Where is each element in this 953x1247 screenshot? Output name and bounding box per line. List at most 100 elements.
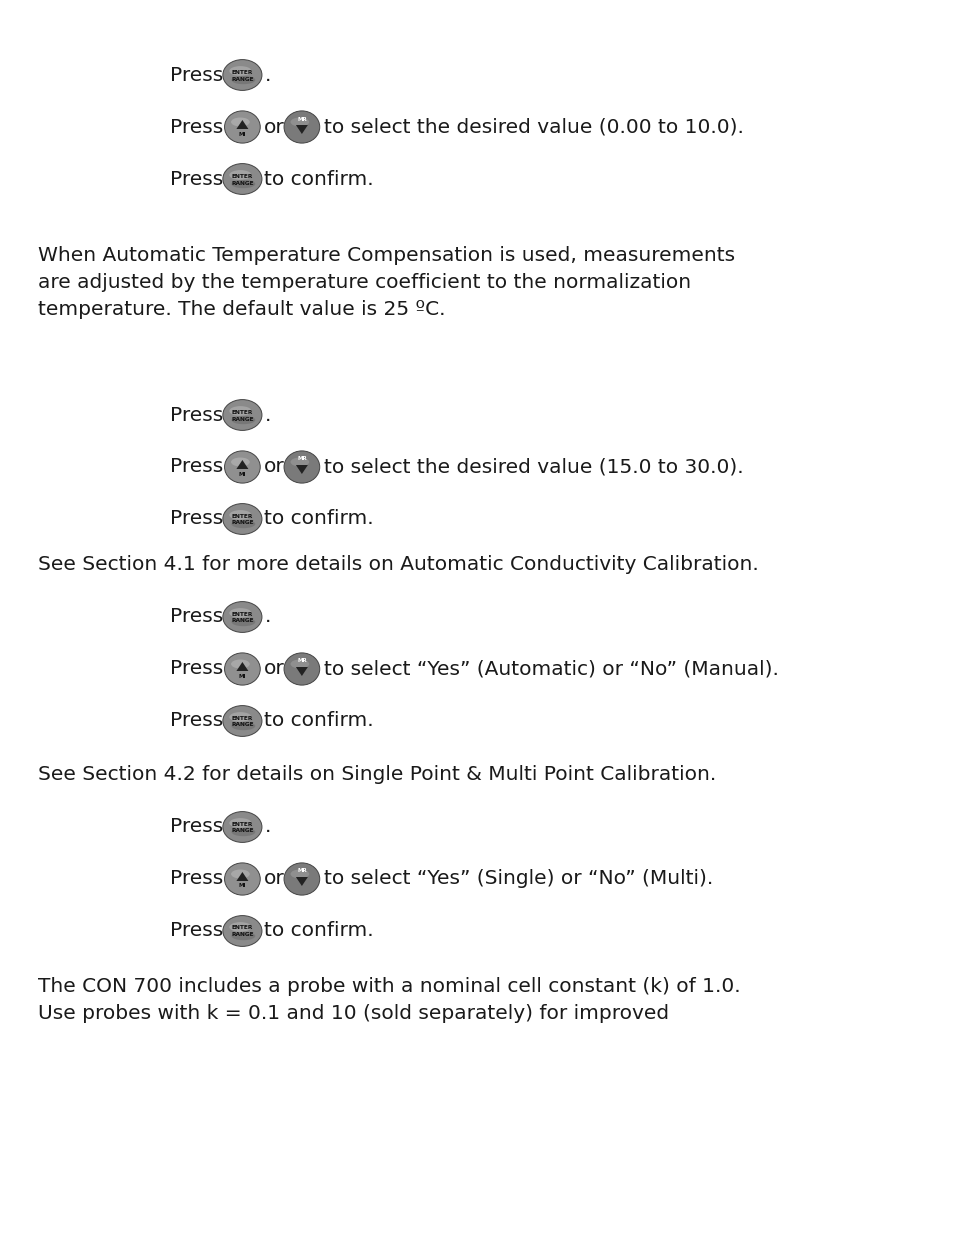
Text: MI: MI — [238, 131, 246, 136]
Ellipse shape — [223, 399, 262, 430]
Text: See Section 4.1 for more details on Automatic Conductivity Calibration.: See Section 4.1 for more details on Auto… — [38, 555, 758, 575]
Polygon shape — [236, 120, 248, 128]
Text: .: . — [264, 405, 271, 424]
Text: Press: Press — [170, 922, 223, 940]
Ellipse shape — [291, 869, 309, 878]
Text: RANGE: RANGE — [231, 933, 253, 938]
Ellipse shape — [229, 922, 252, 932]
Text: Use probes with k = 0.1 and 10 (sold separately) for improved: Use probes with k = 0.1 and 10 (sold sep… — [38, 1005, 668, 1024]
Text: to confirm.: to confirm. — [264, 922, 374, 940]
Text: RANGE: RANGE — [231, 181, 253, 186]
Text: RANGE: RANGE — [231, 828, 253, 833]
Ellipse shape — [224, 451, 260, 483]
Ellipse shape — [232, 617, 255, 626]
Ellipse shape — [231, 117, 250, 126]
Text: MI: MI — [238, 673, 246, 678]
Ellipse shape — [223, 60, 262, 90]
Polygon shape — [295, 877, 308, 887]
Ellipse shape — [232, 932, 255, 940]
Text: Press: Press — [170, 660, 223, 678]
Text: to confirm.: to confirm. — [264, 712, 374, 731]
Text: ENTER: ENTER — [232, 822, 253, 827]
Text: to confirm.: to confirm. — [264, 510, 374, 529]
Text: Press: Press — [170, 510, 223, 529]
Polygon shape — [295, 465, 308, 474]
Ellipse shape — [229, 510, 252, 520]
Ellipse shape — [224, 863, 260, 895]
Text: to select “Yes” (Automatic) or “No” (Manual).: to select “Yes” (Automatic) or “No” (Man… — [324, 660, 778, 678]
Ellipse shape — [229, 818, 252, 828]
Text: or: or — [263, 458, 284, 476]
Polygon shape — [236, 872, 248, 880]
Ellipse shape — [284, 653, 319, 685]
Text: ENTER: ENTER — [232, 70, 253, 75]
Ellipse shape — [223, 706, 262, 737]
Ellipse shape — [229, 407, 252, 416]
Ellipse shape — [232, 76, 255, 85]
Ellipse shape — [231, 458, 250, 466]
Text: Press: Press — [170, 458, 223, 476]
Text: Press: Press — [170, 712, 223, 731]
Text: ENTER: ENTER — [232, 611, 253, 616]
Ellipse shape — [229, 170, 252, 180]
Ellipse shape — [223, 812, 262, 843]
Text: .: . — [264, 818, 271, 837]
Ellipse shape — [284, 111, 319, 143]
Text: Press: Press — [170, 818, 223, 837]
Text: RANGE: RANGE — [231, 520, 253, 525]
Ellipse shape — [231, 660, 250, 668]
Text: The CON 700 includes a probe with a nominal cell constant (k) of 1.0.: The CON 700 includes a probe with a nomi… — [38, 978, 740, 996]
Text: to select “Yes” (Single) or “No” (Multi).: to select “Yes” (Single) or “No” (Multi)… — [324, 869, 713, 889]
Ellipse shape — [229, 66, 252, 76]
Text: Press: Press — [170, 170, 223, 188]
Text: MR: MR — [296, 456, 307, 461]
Polygon shape — [295, 125, 308, 133]
Text: ENTER: ENTER — [232, 514, 253, 519]
Polygon shape — [236, 460, 248, 469]
Text: or: or — [263, 117, 284, 136]
Ellipse shape — [229, 712, 252, 722]
Text: or: or — [263, 660, 284, 678]
Ellipse shape — [223, 601, 262, 632]
Ellipse shape — [223, 504, 262, 535]
Ellipse shape — [223, 915, 262, 946]
Ellipse shape — [291, 458, 309, 466]
Text: ENTER: ENTER — [232, 716, 253, 721]
Text: ENTER: ENTER — [232, 925, 253, 930]
Ellipse shape — [291, 660, 309, 668]
Text: to select the desired value (15.0 to 30.0).: to select the desired value (15.0 to 30.… — [324, 458, 742, 476]
Text: .: . — [264, 607, 271, 626]
Ellipse shape — [232, 828, 255, 837]
Ellipse shape — [223, 163, 262, 195]
Text: RANGE: RANGE — [231, 416, 253, 421]
Ellipse shape — [229, 609, 252, 619]
Text: MR: MR — [296, 116, 307, 121]
Text: are adjusted by the temperature coefficient to the normalization: are adjusted by the temperature coeffici… — [38, 273, 690, 292]
Ellipse shape — [232, 722, 255, 731]
Text: RANGE: RANGE — [231, 619, 253, 624]
Text: temperature. The default value is 25 ºC.: temperature. The default value is 25 ºC. — [38, 299, 445, 318]
Ellipse shape — [232, 520, 255, 529]
Text: Press: Press — [170, 405, 223, 424]
Ellipse shape — [291, 117, 309, 126]
Text: MR: MR — [296, 868, 307, 873]
Ellipse shape — [224, 653, 260, 685]
Ellipse shape — [232, 180, 255, 188]
Text: ENTER: ENTER — [232, 173, 253, 178]
Text: .: . — [264, 66, 271, 85]
Text: to confirm.: to confirm. — [264, 170, 374, 188]
Ellipse shape — [284, 451, 319, 483]
Polygon shape — [295, 667, 308, 676]
Text: Press: Press — [170, 117, 223, 136]
Text: RANGE: RANGE — [231, 76, 253, 81]
Text: to select the desired value (0.00 to 10.0).: to select the desired value (0.00 to 10.… — [324, 117, 743, 136]
Ellipse shape — [231, 869, 250, 878]
Text: Press: Press — [170, 869, 223, 889]
Text: MR: MR — [296, 658, 307, 663]
Text: See Section 4.2 for details on Single Point & Multi Point Calibration.: See Section 4.2 for details on Single Po… — [38, 766, 716, 784]
Ellipse shape — [224, 111, 260, 143]
Text: ENTER: ENTER — [232, 409, 253, 414]
Text: Press: Press — [170, 66, 223, 85]
Ellipse shape — [232, 415, 255, 424]
Text: or: or — [263, 869, 284, 889]
